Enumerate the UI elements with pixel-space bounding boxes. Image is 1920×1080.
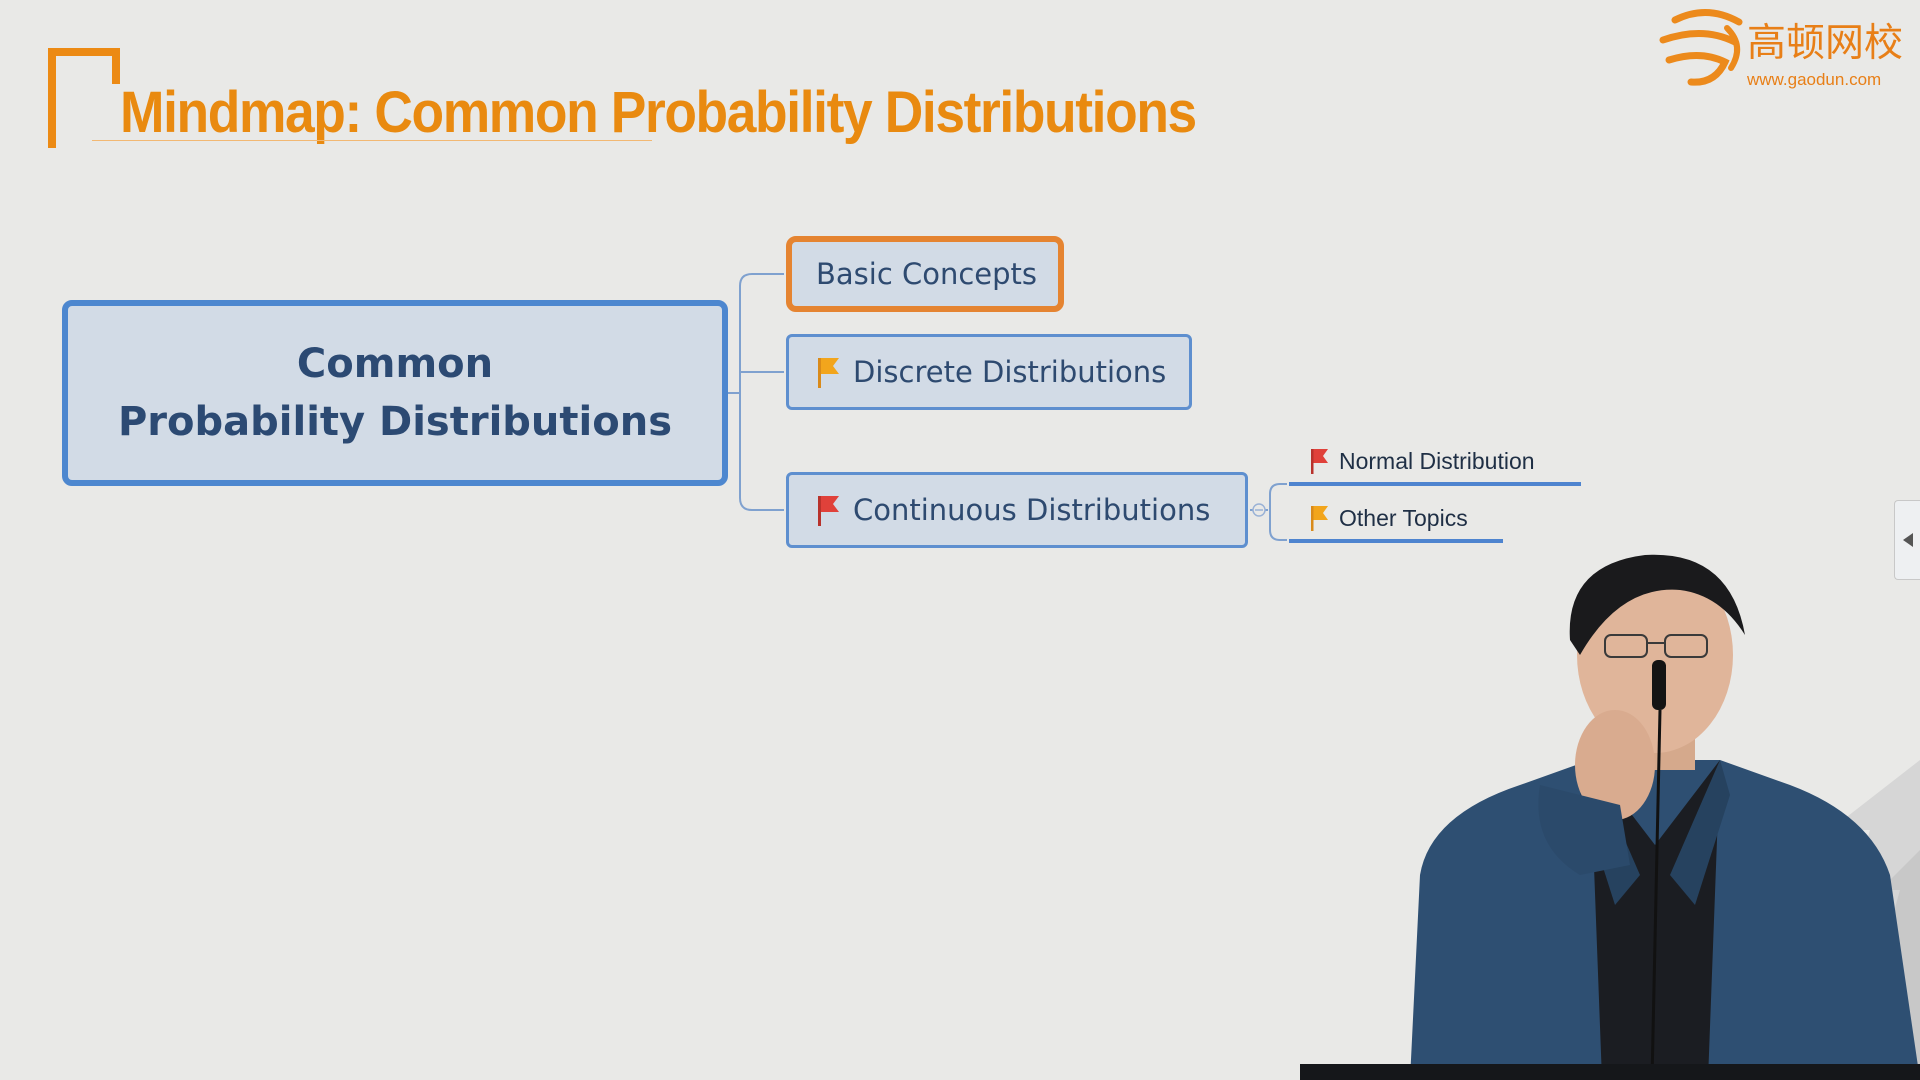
logo-url: www.gaodun.com [1747, 70, 1882, 89]
subtopic-label: Other Topics [1339, 505, 1468, 531]
red-flag-icon [1311, 449, 1328, 474]
central-topic-line-1: Common [296, 341, 494, 387]
presenter-desk [1300, 1064, 1920, 1080]
subtopic-label: Normal Distribution [1339, 448, 1535, 474]
topic-basic-concepts[interactable]: Basic Concepts [786, 236, 1064, 312]
red-flag-icon [818, 496, 839, 526]
central-topic-label: Common Probability Distributions [118, 335, 672, 451]
chevron-left-icon [1902, 533, 1913, 547]
presenter-video [1410, 554, 1920, 1080]
topic-continuous-distributions[interactable]: Continuous Distributions [786, 472, 1248, 548]
subtopic-other-topics[interactable]: Other Topics [1289, 497, 1503, 543]
slide-title: Mindmap: Common Probability Distribution… [120, 80, 1197, 145]
title-underline [92, 140, 652, 141]
logo-chinese-name: 高顿网校 [1747, 21, 1904, 66]
topic-label: Basic Concepts [816, 257, 1038, 291]
subtopic-normal-distribution[interactable]: Normal Distribution [1289, 440, 1581, 486]
orange-flag-icon [1311, 506, 1328, 531]
logo-mark-icon [1659, 8, 1743, 86]
orange-flag-icon [818, 358, 839, 388]
gaodun-logo: 高顿网校 www.gaodun.com [1655, 6, 1910, 91]
topic-label: Discrete Distributions [853, 355, 1167, 389]
central-topic[interactable]: Common Probability Distributions [62, 300, 728, 486]
central-topic-line-2: Probability Distributions [117, 399, 673, 445]
title-bracket-decoration [48, 48, 120, 148]
topic-label: Continuous Distributions [853, 493, 1211, 527]
topic-discrete-distributions[interactable]: Discrete Distributions [786, 334, 1192, 410]
side-panel-toggle[interactable] [1894, 500, 1920, 580]
